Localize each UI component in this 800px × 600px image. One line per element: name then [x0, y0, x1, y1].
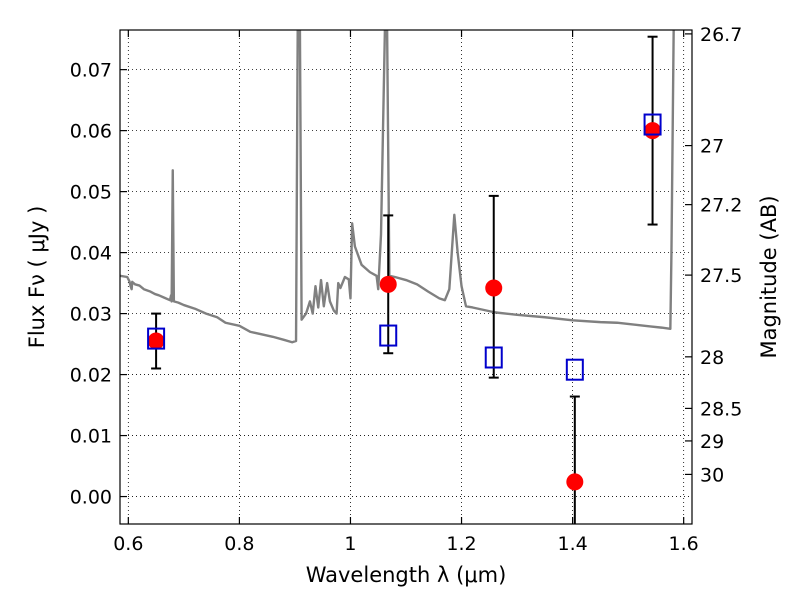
mag-tick-label: 26.7 [700, 24, 742, 46]
model-point [484, 346, 503, 369]
y-tick-label: 0.02 [70, 365, 112, 387]
right-axis-label: Magnitude (AB) [757, 195, 781, 358]
y-tick-label: 0.01 [70, 426, 112, 448]
grid [120, 30, 692, 524]
markers [147, 113, 662, 491]
y-tick-label: 0.00 [70, 487, 112, 509]
mag-tick-label: 27 [700, 136, 724, 158]
model-point [565, 358, 584, 381]
y-tick-label: 0.03 [70, 304, 112, 326]
x-tick-label: 1.4 [557, 533, 587, 555]
x-tick-label: 0.8 [224, 533, 254, 555]
x-tick-label: 1 [344, 533, 356, 555]
observed-point [566, 473, 584, 491]
model-point [379, 324, 398, 347]
mag-tick-label: 27.2 [700, 195, 742, 217]
y-tick-label: 0.05 [70, 182, 112, 204]
y-tick-label: 0.07 [70, 60, 112, 82]
axes [119, 29, 693, 525]
x-tick-label: 1.2 [446, 533, 476, 555]
observed-point [379, 275, 397, 293]
observed-point [644, 122, 662, 140]
x-tick-label: 1.6 [669, 533, 699, 555]
y-tick-label: 0.06 [70, 121, 112, 143]
model-spectrum [120, 30, 675, 344]
mag-tick-label: 29 [700, 431, 724, 453]
model-point [643, 113, 662, 136]
y-tick-label: 0.04 [70, 243, 112, 265]
observed-point [485, 279, 503, 297]
ticks: 0.6 0.8 1 1.2 1.4 1.6 0.00 0.01 0.02 0.03 0.04 0.05… [70, 24, 743, 555]
mag-tick-label: 28 [700, 347, 724, 369]
spectrum-line [120, 30, 675, 344]
plot-frame [119, 29, 693, 525]
y-axis-label: Flux Fν ( μJy ) [25, 206, 49, 349]
x-tick-label: 0.6 [113, 533, 143, 555]
mag-tick-label: 27.5 [700, 265, 742, 287]
x-axis-label: Wavelength λ (μm) [306, 563, 507, 587]
observed-point [147, 332, 165, 350]
model-point [147, 327, 166, 350]
mag-tick-label: 30 [700, 464, 724, 486]
mag-tick-label: 28.5 [700, 398, 742, 420]
